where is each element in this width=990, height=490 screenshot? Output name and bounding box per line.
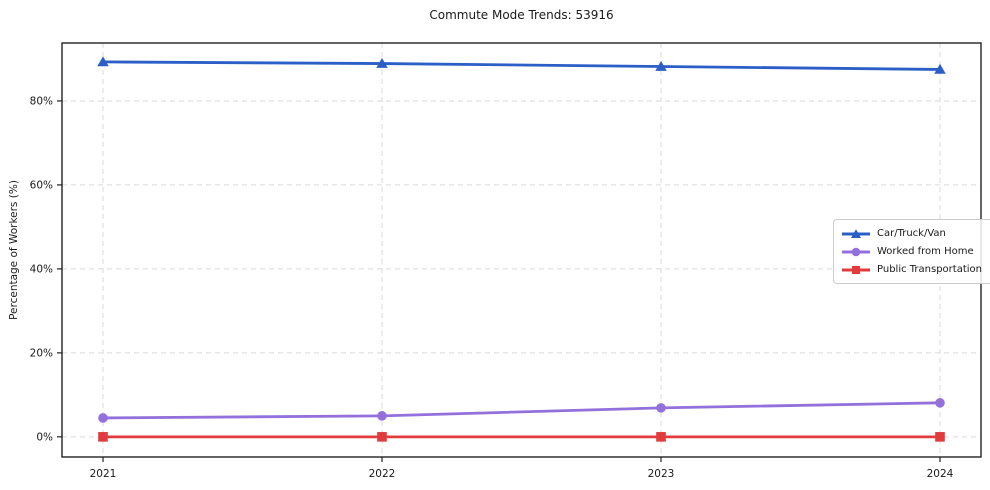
triangle-marker [97, 56, 109, 67]
x-tick-label: 2024 [927, 468, 954, 480]
y-tick-label: 60% [30, 180, 53, 192]
y-tick-label: 80% [30, 96, 53, 108]
y-tick-label: 40% [30, 264, 53, 276]
legend-label: Public Transportation [877, 264, 982, 275]
legend-label: Car/Truck/Van [877, 228, 946, 239]
square-marker [935, 432, 945, 442]
triangle-marker [934, 63, 946, 74]
series-line-car-truck-van [101, 60, 942, 71]
legend-item-public-transportation: Public Transportation [841, 262, 982, 277]
circle-marker [98, 413, 108, 423]
legend-square-marker-sample [842, 265, 870, 274]
triangle-marker [376, 58, 388, 68]
chart-title: Commute Mode Trends: 53916 [429, 8, 614, 22]
x-tick-label: 2022 [369, 468, 396, 480]
legend-label: Worked from Home [877, 246, 974, 257]
series-line-worked-from-home [101, 401, 942, 420]
x-tick-label: 2023 [648, 468, 675, 480]
circle-marker [656, 403, 666, 413]
circle-marker [935, 398, 945, 408]
legend-circle-marker-sample [842, 247, 870, 256]
circle-marker [377, 411, 387, 421]
y-tick-label: 20% [30, 348, 53, 360]
legend-item-car-truck-van: Car/Truck/Van [841, 226, 982, 241]
square-marker [98, 432, 108, 442]
square-marker [377, 432, 387, 442]
legend: Car/Truck/Van Worked from Home Public Tran… [833, 219, 990, 284]
triangle-marker [655, 60, 667, 71]
square-marker [656, 432, 666, 442]
x-tick-label: 2021 [90, 468, 117, 480]
legend-item-worked-from-home: Worked from Home [841, 244, 982, 259]
legend-triangle-marker-sample [842, 228, 870, 238]
y-tick-label: 0% [36, 432, 53, 444]
